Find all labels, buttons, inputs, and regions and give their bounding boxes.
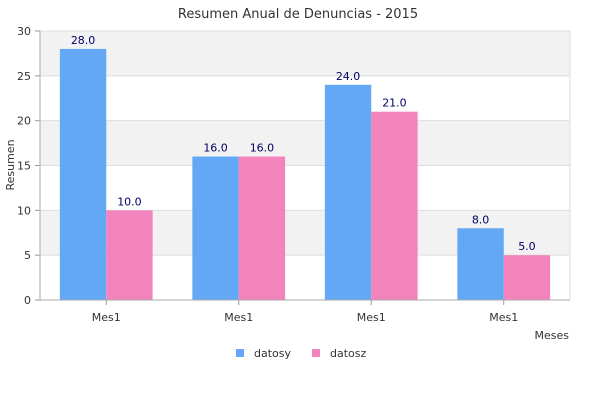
legend-label: datosz — [330, 347, 366, 360]
x-axis-label: Meses — [535, 329, 570, 342]
bars: 28.0 10.0 16.0 16.0 24.0 21.0 8.0 5.0 — [59, 34, 551, 300]
legend-label: datosy — [254, 347, 291, 360]
bar-datosz — [238, 156, 286, 300]
legend-swatch — [236, 349, 244, 357]
bar-value-label: 8.0 — [472, 213, 490, 226]
y-tick-label: 0 — [24, 294, 31, 307]
bar-value-label: 16.0 — [250, 142, 275, 155]
x-tick-label: Mes1 — [489, 311, 518, 324]
legend: datosy datosz — [236, 347, 366, 360]
y-tick-label: 10 — [17, 204, 31, 217]
bar-datosy — [192, 156, 239, 300]
y-tick-label: 20 — [17, 115, 31, 128]
grid-band — [40, 120, 570, 166]
bar-value-label: 24.0 — [336, 70, 361, 83]
legend-swatch — [312, 349, 320, 357]
grid-band — [40, 31, 570, 76]
bar-datosz — [503, 255, 551, 300]
bar-value-label: 21.0 — [382, 97, 407, 110]
chart-title: Resumen Anual de Denuncias - 2015 — [178, 7, 418, 22]
bar-value-label: 16.0 — [203, 142, 228, 155]
y-axis-label: Resumen — [4, 139, 17, 190]
y-axis-ticks: 0 5 10 15 20 25 30 — [17, 25, 40, 307]
x-tick-label: Mes1 — [92, 311, 121, 324]
bar-datosz — [106, 210, 153, 300]
bar-datosy — [59, 48, 107, 300]
bar-datosz — [371, 111, 418, 300]
y-tick-label: 30 — [17, 25, 31, 38]
bar-datosy — [324, 84, 372, 300]
y-tick-label: 15 — [17, 160, 31, 173]
y-tick-label: 25 — [17, 70, 31, 83]
grid-bands — [40, 31, 570, 256]
x-axis-ticks: Mes1 Mes1 Mes1 Mes1 — [92, 300, 518, 324]
bar-value-label: 5.0 — [518, 240, 536, 253]
x-tick-label: Mes1 — [224, 311, 253, 324]
bar-datosy — [457, 228, 504, 300]
y-tick-label: 5 — [24, 249, 31, 262]
bar-value-label: 10.0 — [117, 195, 142, 208]
x-tick-label: Mes1 — [357, 311, 386, 324]
bar-value-label: 28.0 — [71, 34, 96, 47]
